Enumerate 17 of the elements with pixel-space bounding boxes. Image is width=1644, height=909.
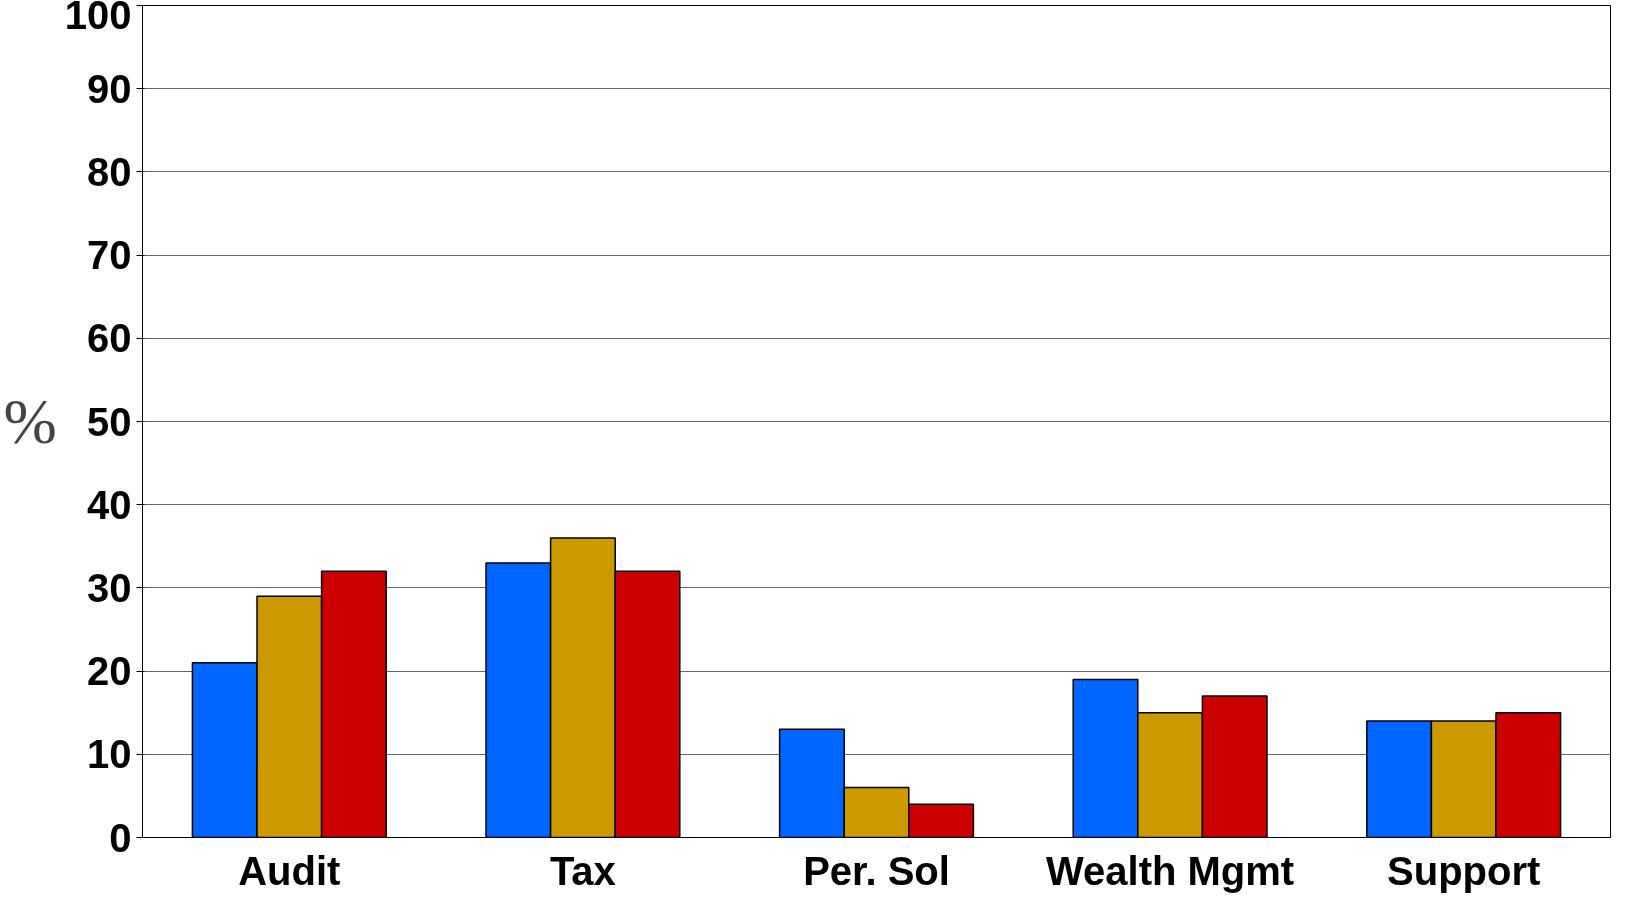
y-tick-label: 90	[87, 66, 132, 111]
y-tick-label: 40	[87, 482, 132, 527]
x-tick-label: Support	[1387, 848, 1541, 893]
y-tick-label: 80	[87, 149, 132, 194]
y-tick-label: 100	[64, 0, 132, 37]
y-tick-label: 50	[87, 399, 132, 444]
x-tick-label: Audit	[238, 848, 341, 893]
x-tick-label: Tax	[549, 848, 616, 893]
y-tick-label: 70	[87, 233, 132, 278]
x-tick-label: Wealth Mgmt	[1046, 848, 1295, 893]
y-tick-label: 30	[87, 565, 132, 610]
y-tick-label: 0	[109, 815, 132, 860]
y-tick-label: 60	[87, 316, 132, 361]
y-tick-label: 10	[87, 732, 132, 777]
x-tick-label: Per. Sol	[803, 848, 950, 893]
y-tick-label: 20	[87, 649, 132, 694]
y-axis-title: %	[3, 386, 57, 457]
